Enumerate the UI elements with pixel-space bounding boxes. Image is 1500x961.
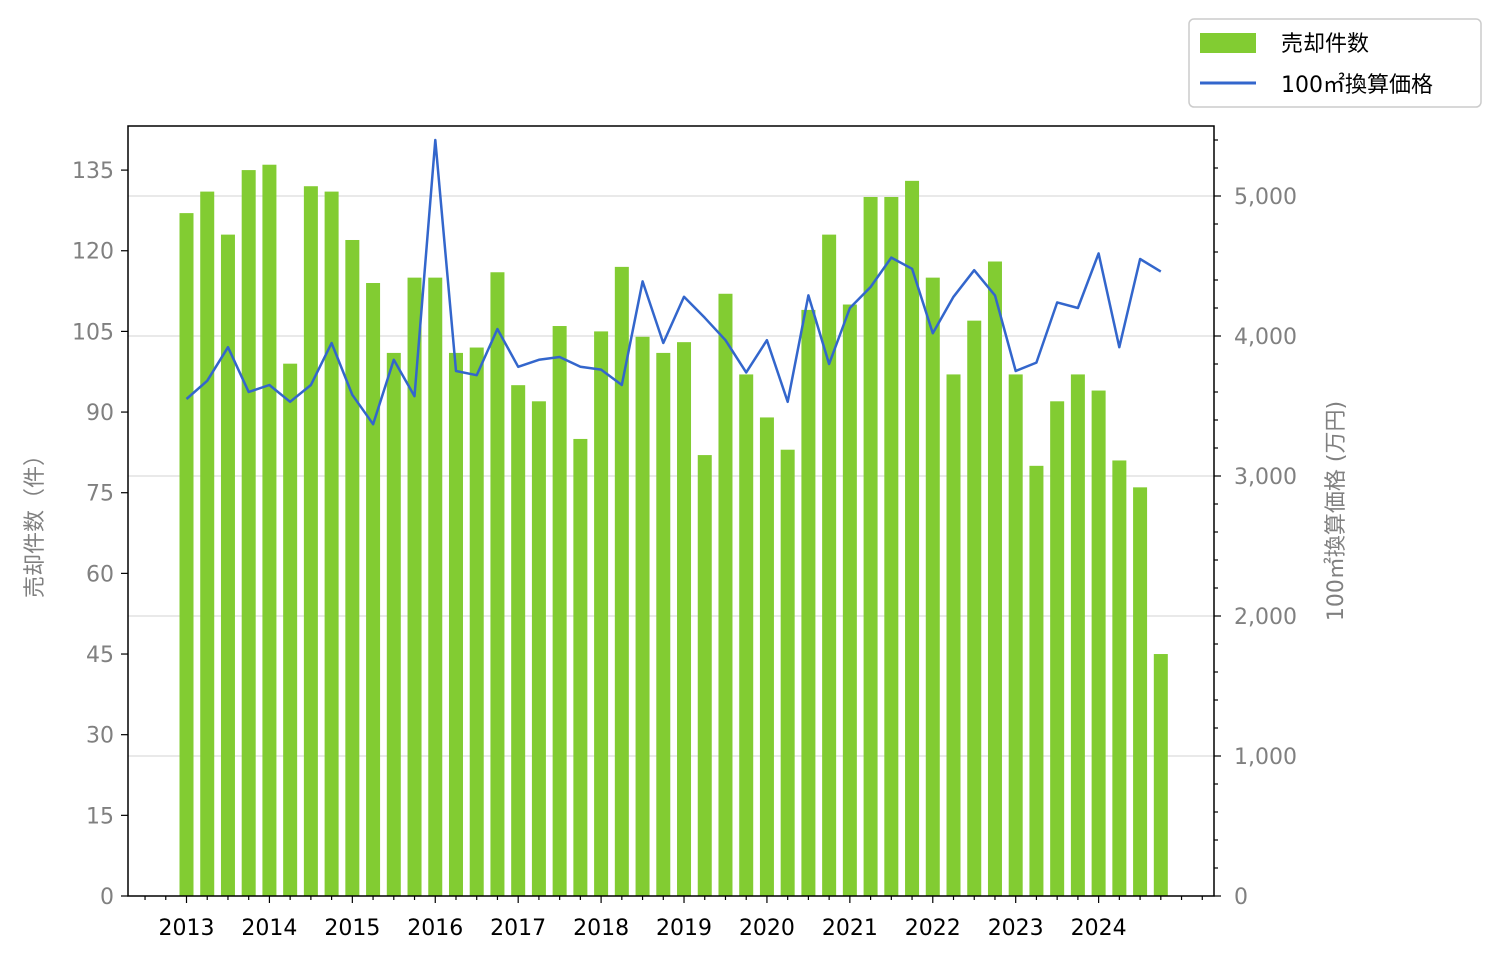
bar [697, 455, 712, 896]
bar [345, 239, 360, 897]
legend: 売却件数 100㎡換算価格 [1188, 18, 1482, 108]
legend-label-bar: 売却件数 [1281, 32, 1369, 57]
x-tick-label: 2018 [573, 916, 629, 941]
bar [1133, 487, 1148, 896]
y-left-tick-label: 60 [86, 562, 114, 587]
y-axis-right: 0 1,000 2,000 3,000 4,000 5,000 [1214, 139, 1297, 910]
y-left-tick-label: 45 [86, 643, 114, 668]
x-tick-label: 2015 [324, 916, 380, 941]
line-series [185, 138, 1162, 426]
y-left-tick-label: 0 [100, 885, 114, 910]
y-right-tick-label: 3,000 [1234, 465, 1297, 490]
bar [739, 374, 754, 897]
bar [283, 363, 298, 896]
y-right-tick-label: 0 [1234, 885, 1248, 910]
bar [884, 196, 899, 896]
bar [780, 449, 795, 896]
x-tick-label: 2014 [241, 916, 297, 941]
bar [822, 234, 837, 897]
x-tick-label: 2013 [159, 916, 215, 941]
bar [967, 320, 982, 896]
x-tick-label: 2022 [905, 916, 961, 941]
bar [635, 336, 650, 897]
bar [718, 293, 733, 896]
bar [386, 352, 401, 896]
y-right-tick-label: 2,000 [1234, 605, 1297, 630]
y-right-tick-label: 5,000 [1234, 185, 1297, 210]
bar [469, 347, 484, 896]
x-tick-label: 2020 [739, 916, 795, 941]
bar [552, 326, 567, 896]
bar [573, 438, 588, 896]
x-tick-label: 2019 [656, 916, 712, 941]
legend-label-line: 100㎡換算価格 [1281, 72, 1433, 98]
y-left-tick-label: 120 [72, 240, 114, 265]
y-axis-left: 0 15 30 45 60 75 90 105 120 135 [72, 159, 128, 910]
bar [179, 213, 194, 896]
x-tick-label: 2023 [988, 916, 1044, 941]
bar [1091, 390, 1106, 896]
bar [594, 331, 609, 896]
y-left-tick-label: 105 [72, 320, 114, 345]
y-axis-right-label: 100㎡換算価格 (万円) [1323, 401, 1349, 621]
y-right-tick-label: 4,000 [1234, 325, 1297, 350]
x-tick-label: 2021 [822, 916, 878, 941]
bar [531, 401, 546, 896]
bar [511, 385, 526, 896]
bar [366, 283, 381, 896]
bar [1070, 374, 1085, 897]
y-left-tick-label: 15 [86, 804, 114, 829]
bar [863, 196, 878, 896]
bar [407, 277, 422, 897]
bar [1008, 374, 1023, 897]
y-left-tick-label: 135 [72, 159, 114, 184]
bar [925, 277, 940, 897]
bar [759, 417, 774, 896]
y-left-tick-label: 90 [86, 401, 114, 426]
x-axis: 2013 2014 2015 2016 2017 2018 2019 2020 2021 2022… [144, 896, 1203, 941]
bar [262, 164, 277, 896]
bar [324, 191, 339, 896]
bar [448, 352, 463, 896]
bar [1153, 654, 1168, 896]
bar [220, 234, 235, 897]
bar [905, 180, 920, 896]
bar [946, 374, 961, 897]
y-left-tick-label: 30 [86, 724, 114, 749]
bar [490, 272, 505, 897]
bar [200, 191, 215, 896]
bar [1029, 465, 1044, 896]
bar [656, 352, 671, 896]
bar [1050, 401, 1065, 896]
bar [1112, 460, 1127, 896]
bar [842, 304, 857, 897]
bar [987, 261, 1002, 896]
bar [241, 170, 256, 897]
bar [677, 342, 692, 897]
bar [428, 277, 443, 897]
price-line [185, 138, 1162, 426]
x-tick-label: 2016 [407, 916, 463, 941]
legend-box [1188, 18, 1482, 108]
plot-frame [127, 125, 1215, 897]
legend-bar-swatch [1200, 33, 1256, 53]
x-tick-label: 2024 [1071, 916, 1127, 941]
y-left-tick-label: 75 [86, 482, 114, 507]
bar-series [179, 164, 1168, 897]
bar [801, 309, 816, 897]
x-tick-label: 2017 [490, 916, 546, 941]
bar [303, 186, 318, 897]
y-axis-left-label: 売却件数（件） [23, 444, 48, 598]
bar [614, 266, 629, 896]
y-right-tick-label: 1,000 [1234, 745, 1297, 770]
